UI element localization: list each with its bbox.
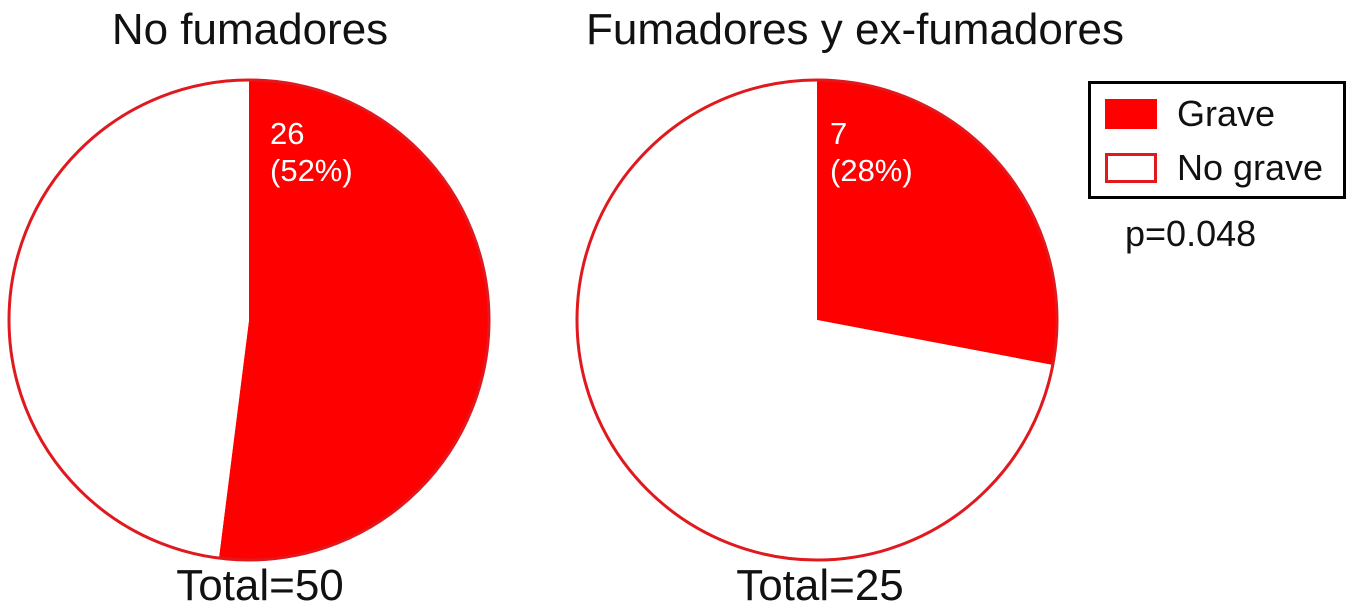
legend-item-grave: Grave <box>1105 94 1341 134</box>
total-no-fumadores: Total=50 <box>176 561 344 610</box>
legend-swatch-no-grave <box>1105 153 1157 183</box>
total-fumadores: Total=25 <box>736 561 904 610</box>
slice-percent: (28%) <box>830 153 913 189</box>
legend-label-no-grave: No grave <box>1177 147 1324 188</box>
pie-slice-grave <box>817 80 1057 365</box>
slice-value: 26 <box>270 116 305 151</box>
chart-title-no-fumadores: No fumadores <box>111 5 389 54</box>
pie-slice-no-grave <box>8 80 250 559</box>
legend: Grave No grave <box>1088 81 1346 199</box>
legend-swatch-grave <box>1105 99 1157 129</box>
slice-label-grave-no-fumadores: 26 (52%) <box>270 115 353 189</box>
pie-1 <box>575 78 1059 562</box>
legend-label-grave: Grave <box>1177 93 1276 134</box>
pie-0 <box>7 78 491 562</box>
pie-outline <box>7 78 491 562</box>
pie-slice-grave <box>218 80 489 560</box>
legend-item-no-grave: No grave <box>1105 148 1341 188</box>
slice-label-grave-fumadores: 7 (28%) <box>830 115 913 189</box>
chart-title-fumadores: Fumadores y ex-fumadores <box>586 5 1124 54</box>
slice-percent: (52%) <box>270 153 353 189</box>
pie-outline <box>575 78 1059 562</box>
slice-value: 7 <box>830 116 848 151</box>
p-value-annotation: p=0.048 <box>1125 213 1257 254</box>
pie-slice-no-grave <box>576 80 1053 560</box>
